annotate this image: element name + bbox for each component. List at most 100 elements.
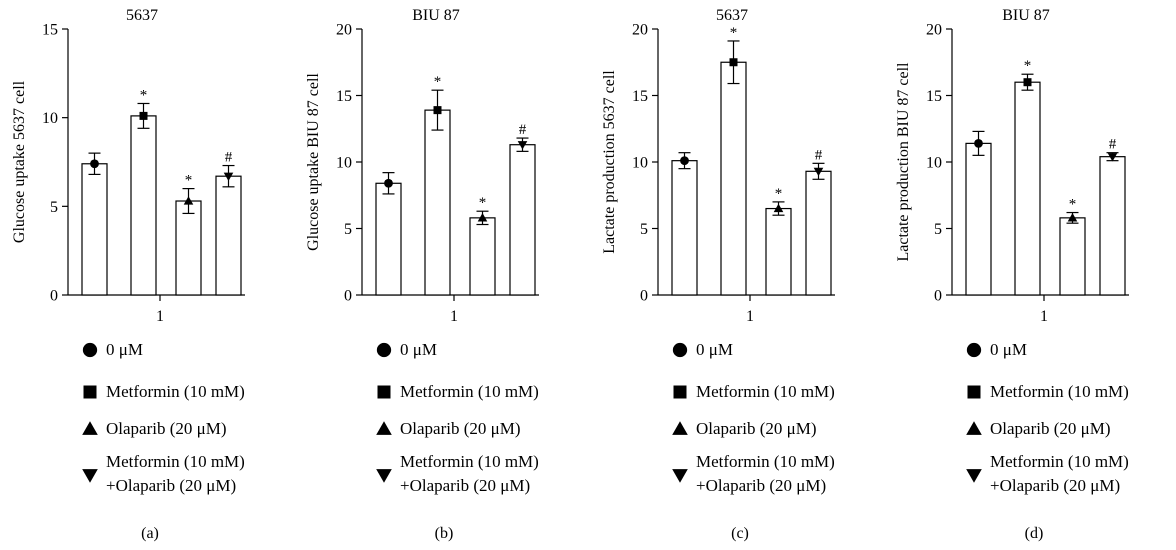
bar: [1099, 156, 1126, 296]
y-axis-label: Lactate production 5637 cell: [601, 70, 618, 254]
y-axis-label: Lactate production BIU 87 cell: [895, 62, 912, 262]
y-tick-label: 5: [640, 221, 648, 238]
bar: [375, 182, 402, 296]
bar: [81, 163, 108, 296]
legend-marker: [672, 342, 688, 358]
legend-label: Olaparib (20 μM): [990, 419, 1111, 438]
panel-label: (b): [435, 525, 454, 542]
chart-title: BIU 87: [1002, 7, 1050, 24]
y-tick-label: 15: [42, 22, 58, 39]
significance-label: #: [1109, 137, 1117, 153]
legend-marker: [376, 421, 392, 435]
bar: [215, 175, 242, 296]
y-tick-label: 5: [344, 221, 352, 238]
legend-marker: [82, 342, 98, 358]
bar: [424, 109, 451, 296]
significance-label: *: [1024, 58, 1032, 74]
legend-marker: [377, 385, 391, 399]
x-tick-label: 1: [450, 308, 458, 325]
bar: [1059, 217, 1086, 296]
legend-label: 0 μM: [106, 340, 143, 359]
legend-label: Olaparib (20 μM): [106, 419, 227, 438]
legend: 0 μM Metformin (10 mM) Olaparib (20 μM) Met…: [672, 340, 835, 495]
y-tick-label: 20: [336, 22, 352, 39]
legend: 0 μM Metformin (10 mM) Olaparib (20 μM) Met…: [966, 340, 1129, 495]
significance-label: *: [479, 195, 487, 211]
panel-label: (a): [141, 525, 159, 542]
legend-label: Metformin (10 mM): [106, 382, 245, 401]
significance-label: #: [225, 150, 233, 166]
bar: [765, 207, 792, 296]
chart-panel: 0 5 10 15 20 5637 Lactate production 5637 cell…: [601, 7, 835, 542]
significance-label: *: [434, 74, 442, 90]
data-point-marker: [773, 203, 784, 213]
chart-panel: 0 5 10 15 20 BIU 87 Lactate production BIU 87 …: [895, 7, 1129, 542]
bar: [805, 170, 832, 296]
legend: 0 μM Metformin (10 mM) Olaparib (20 μM) Met…: [376, 340, 539, 495]
bar: [130, 115, 157, 296]
legend-marker: [82, 421, 98, 435]
y-tick-label: 5: [50, 199, 58, 216]
y-tick-label: 15: [336, 88, 352, 105]
legend-label: Metformin (10 mM): [106, 452, 245, 471]
legend-label: +Olaparib (20 μM): [696, 476, 826, 495]
bar: [469, 217, 496, 296]
legend-marker: [376, 342, 392, 358]
data-point-marker: [680, 156, 689, 166]
y-tick-label: 0: [344, 288, 352, 305]
chart-panel: 0 5 10 15 5637 Glucose uptake 5637 cell * * #1 0 …: [11, 7, 245, 542]
chart-title: 5637: [126, 7, 158, 24]
bar: [671, 160, 698, 296]
significance-label: *: [730, 25, 738, 41]
data-point-marker: [223, 172, 234, 181]
y-tick-label: 10: [42, 110, 58, 127]
data-point-marker: [183, 196, 194, 205]
legend-marker: [967, 385, 981, 399]
bar: [965, 142, 992, 296]
data-point-marker: [813, 167, 824, 177]
significance-label: *: [775, 186, 783, 202]
legend-label: Metformin (10 mM): [990, 452, 1129, 471]
data-point-marker: [90, 159, 99, 169]
data-point-marker: [384, 178, 393, 188]
legend-marker: [376, 469, 392, 483]
data-point-marker: [433, 106, 442, 115]
significance-label: *: [140, 87, 148, 103]
y-tick-label: 10: [632, 155, 648, 172]
significance-label: #: [815, 147, 823, 163]
y-tick-label: 20: [926, 22, 942, 39]
data-point-marker: [477, 213, 488, 222]
legend-marker: [672, 469, 688, 483]
y-tick-label: 5: [934, 221, 942, 238]
data-point-marker: [517, 141, 528, 150]
y-tick-label: 0: [934, 288, 942, 305]
legend-label: Olaparib (20 μM): [696, 419, 817, 438]
chart-panel: 0 5 10 15 20 BIU 87 Glucose uptake BIU 87 cell…: [305, 7, 539, 542]
legend-label: Metformin (10 mM): [696, 452, 835, 471]
legend-label: 0 μM: [696, 340, 733, 359]
panel-label: (c): [731, 525, 749, 542]
data-point-marker: [139, 111, 148, 120]
legend-marker: [966, 421, 982, 435]
legend-label: +Olaparib (20 μM): [400, 476, 530, 495]
y-tick-label: 10: [336, 155, 352, 172]
significance-label: #: [519, 122, 527, 138]
legend-label: +Olaparib (20 μM): [106, 476, 236, 495]
significance-label: *: [1069, 197, 1077, 213]
legend-label: Metformin (10 mM): [400, 452, 539, 471]
y-axis-label: Glucose uptake BIU 87 cell: [305, 73, 322, 251]
data-point-marker: [1023, 78, 1032, 87]
legend-label: Metformin (10 mM): [400, 382, 539, 401]
legend-marker: [83, 385, 97, 399]
legend-marker: [672, 421, 688, 435]
y-tick-label: 0: [640, 288, 648, 305]
y-tick-label: 15: [632, 88, 648, 105]
x-tick-label: 1: [746, 308, 754, 325]
legend-label: Metformin (10 mM): [696, 382, 835, 401]
significance-label: *: [185, 173, 193, 189]
bar: [1014, 81, 1041, 296]
data-point-marker: [1107, 153, 1118, 162]
bar: [509, 144, 536, 296]
legend-label: Olaparib (20 μM): [400, 419, 521, 438]
legend-label: +Olaparib (20 μM): [990, 476, 1120, 495]
